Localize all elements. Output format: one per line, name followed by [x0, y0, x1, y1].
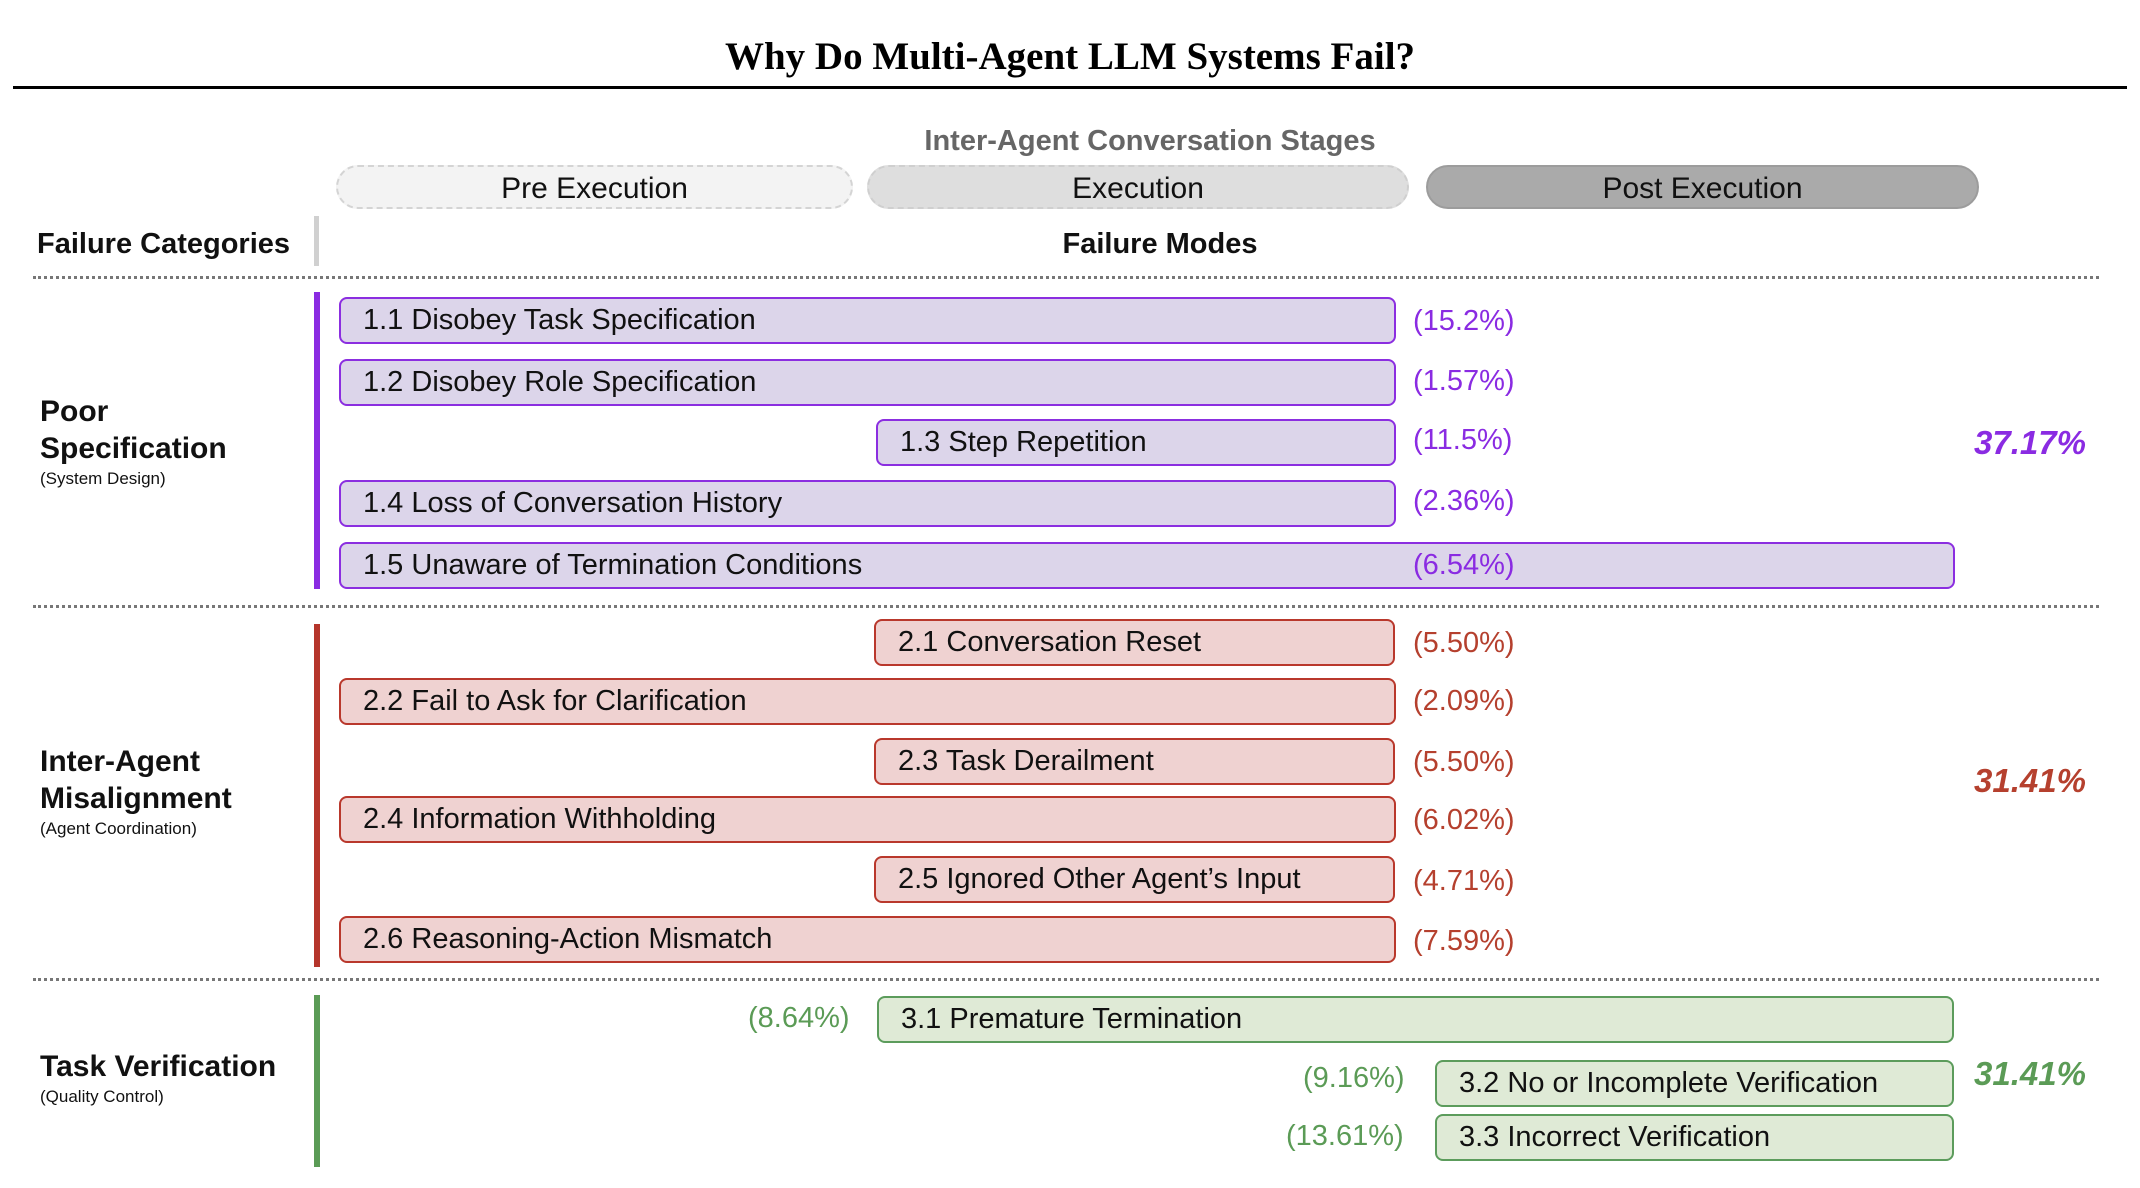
stage-pre-execution: Pre Execution [336, 165, 853, 209]
category-inter-agent-misalignment: Inter-Agent Misalignment (Agent Coordina… [40, 743, 232, 841]
stage-execution: Execution [867, 165, 1409, 209]
category-name: Misalignment [40, 782, 232, 815]
failure-mode-percentage: (4.71%) [1413, 865, 1515, 897]
category-name: Specification [40, 432, 227, 465]
failure-mode-percentage: (15.2%) [1413, 305, 1515, 337]
section-divider [33, 605, 2099, 608]
failure-mode-1-3: 1.3 Step Repetition [876, 419, 1396, 466]
failure-mode-percentage: (1.57%) [1413, 365, 1515, 397]
title-divider [13, 86, 2127, 89]
category-poor-specification: Poor Specification (System Design) [40, 393, 227, 491]
failure-mode-2-4: 2.4 Information Withholding [339, 796, 1396, 843]
failure-mode-2-5: 2.5 Ignored Other Agent’s Input [874, 856, 1395, 903]
failure-mode-3-2: 3.2 No or Incomplete Verification [1435, 1060, 1954, 1107]
failure-modes-header: Failure Modes [1062, 228, 1258, 260]
failure-mode-2-6: 2.6 Reasoning-Action Mismatch [339, 916, 1396, 963]
failure-mode-percentage: (8.64%) [748, 1002, 850, 1034]
failure-mode-1-1: 1.1 Disobey Task Specification [339, 297, 1396, 344]
category-name: Task Verification [40, 1050, 277, 1083]
failure-mode-percentage: (13.61%) [1286, 1120, 1404, 1152]
header-separator [314, 216, 319, 266]
failure-mode-2-2: 2.2 Fail to Ask for Clarification [339, 678, 1396, 725]
failure-mode-percentage: (7.59%) [1413, 925, 1515, 957]
failure-mode-percentage: (5.50%) [1413, 627, 1515, 659]
category-total: 31.41% [1974, 1055, 2086, 1092]
failure-mode-percentage: (6.02%) [1413, 804, 1515, 836]
failure-mode-1-4: 1.4 Loss of Conversation History [339, 480, 1396, 527]
category-bar-poor-specification [314, 292, 320, 589]
category-name: Inter-Agent [40, 745, 200, 778]
category-task-verification: Task Verification (Quality Control) [40, 1048, 276, 1109]
failure-mode-percentage: (2.36%) [1413, 485, 1515, 517]
failure-mode-3-3: 3.3 Incorrect Verification [1435, 1114, 1954, 1161]
failure-mode-2-3: 2.3 Task Derailment [874, 738, 1395, 785]
category-total: 37.17% [1974, 424, 2086, 461]
category-name: Poor [40, 395, 109, 428]
failure-mode-percentage: (6.54%) [1413, 549, 1515, 581]
category-bar-task-verification [314, 995, 320, 1167]
stage-post-execution: Post Execution [1426, 165, 1979, 209]
failure-categories-header: Failure Categories [37, 228, 291, 260]
section-divider [33, 276, 2099, 279]
failure-mode-percentage: (9.16%) [1303, 1062, 1405, 1094]
failure-mode-percentage: (11.5%) [1413, 424, 1513, 456]
failure-mode-percentage: (2.09%) [1413, 685, 1515, 717]
failure-mode-label: 1.5 Unaware of Termination Conditions [363, 549, 863, 581]
failure-mode-percentage: (5.50%) [1413, 746, 1515, 778]
stages-label: Inter-Agent Conversation Stages [924, 125, 1376, 157]
failure-mode-1-2: 1.2 Disobey Role Specification [339, 359, 1396, 406]
category-total: 31.41% [1974, 762, 2086, 799]
category-bar-inter-agent-misalignment [314, 624, 320, 967]
page-title: Why Do Multi-Agent LLM Systems Fail? [724, 35, 1416, 78]
category-subtitle: (Agent Coordination) [40, 819, 197, 838]
failure-mode-3-1: 3.1 Premature Termination [877, 996, 1954, 1043]
failure-mode-1-5: 1.5 Unaware of Termination Conditions (6… [339, 542, 1955, 589]
section-divider [33, 978, 2099, 981]
failure-mode-2-1: 2.1 Conversation Reset [874, 619, 1395, 666]
category-subtitle: (System Design) [40, 469, 166, 488]
category-subtitle: (Quality Control) [40, 1087, 164, 1106]
